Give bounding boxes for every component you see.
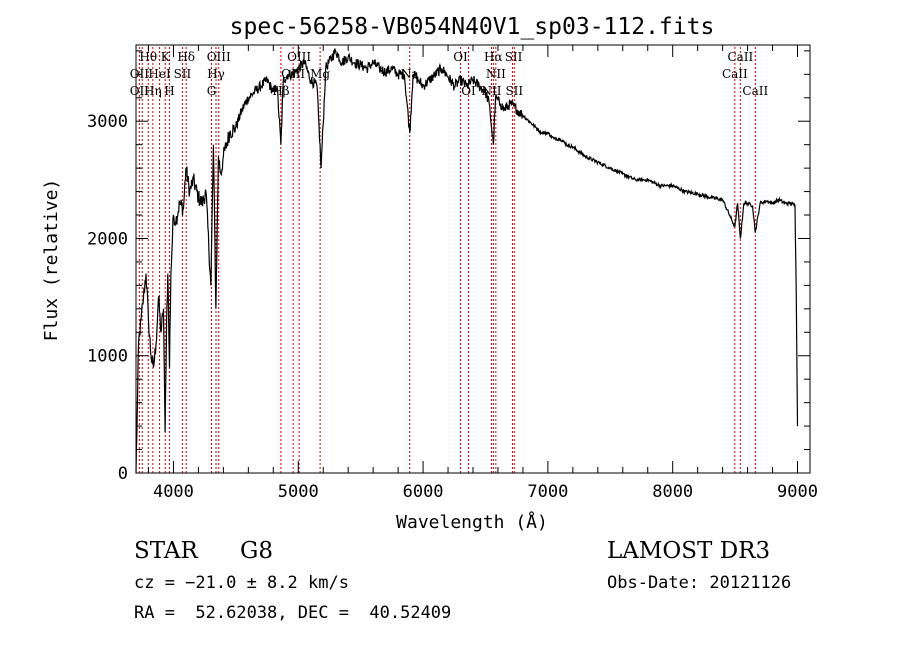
line-label-4: HeI bbox=[148, 67, 171, 81]
y-tick-label-3: 3000 bbox=[87, 112, 128, 132]
x-tick-label-1: 5000 bbox=[278, 482, 319, 502]
y-tick-label-2: 2000 bbox=[87, 229, 128, 249]
y-tick-label-1: 1000 bbox=[87, 347, 128, 367]
line-label-1: K bbox=[161, 50, 171, 64]
spectral-subclass: G8 bbox=[240, 538, 274, 564]
line-label-23: SII bbox=[505, 84, 523, 98]
line-label-25: CaII bbox=[722, 67, 748, 81]
line-label-9: OIII bbox=[207, 50, 231, 64]
y-tick-label-0: 0 bbox=[118, 464, 128, 484]
x-tick-label-0: 4000 bbox=[153, 482, 194, 502]
x-tick-label-3: 7000 bbox=[527, 482, 568, 502]
line-label-19: Hα bbox=[484, 50, 503, 64]
line-label-26: CaII bbox=[742, 84, 768, 98]
line-label-6: OII bbox=[130, 84, 150, 98]
line-label-10: Hγ bbox=[207, 67, 225, 81]
line-label-24: CaII bbox=[727, 50, 753, 64]
line-label-17: OI bbox=[453, 50, 468, 64]
line-label-20: SII bbox=[505, 50, 523, 64]
survey-name: LAMOST DR3 bbox=[607, 538, 771, 564]
x-tick-label-4: 8000 bbox=[652, 482, 693, 502]
line-label-12: OIII bbox=[287, 50, 311, 64]
redshift-cz: cz = −21.0 ± 8.2 km/s bbox=[134, 573, 349, 593]
sky-coordinates: RA = 52.62038, DEC = 40.52409 bbox=[134, 603, 452, 623]
x-tick-label-5: 9000 bbox=[777, 482, 818, 502]
line-label-7: Hη bbox=[144, 84, 162, 98]
chart-title: spec-56258-VB054N40V1_sp03-112.fits bbox=[230, 14, 715, 40]
plot-frame bbox=[135, 44, 811, 474]
line-label-0: Hθ bbox=[139, 50, 157, 64]
line-label-11: G bbox=[207, 84, 217, 98]
line-label-18: OI bbox=[461, 84, 476, 98]
x-axis-ticks: 4000 5000 6000 7000 8000 9000 bbox=[147, 45, 818, 502]
y-axis-ticks: 0 1000 2000 3000 bbox=[87, 50, 810, 484]
line-label-2: Hδ bbox=[177, 50, 195, 64]
y-axis-label: Flux (relative) bbox=[41, 179, 62, 342]
line-markers bbox=[138, 47, 756, 473]
line-label-21: NII bbox=[486, 67, 506, 81]
flux-series-line bbox=[135, 48, 799, 474]
object-type: STAR bbox=[134, 538, 198, 564]
observation-date: Obs-Date: 20121126 bbox=[607, 573, 792, 593]
line-label-8: H bbox=[164, 84, 174, 98]
x-tick-label-2: 6000 bbox=[403, 482, 444, 502]
x-axis-label: Wavelength (Å) bbox=[396, 511, 548, 533]
line-label-5: SII bbox=[174, 67, 192, 81]
